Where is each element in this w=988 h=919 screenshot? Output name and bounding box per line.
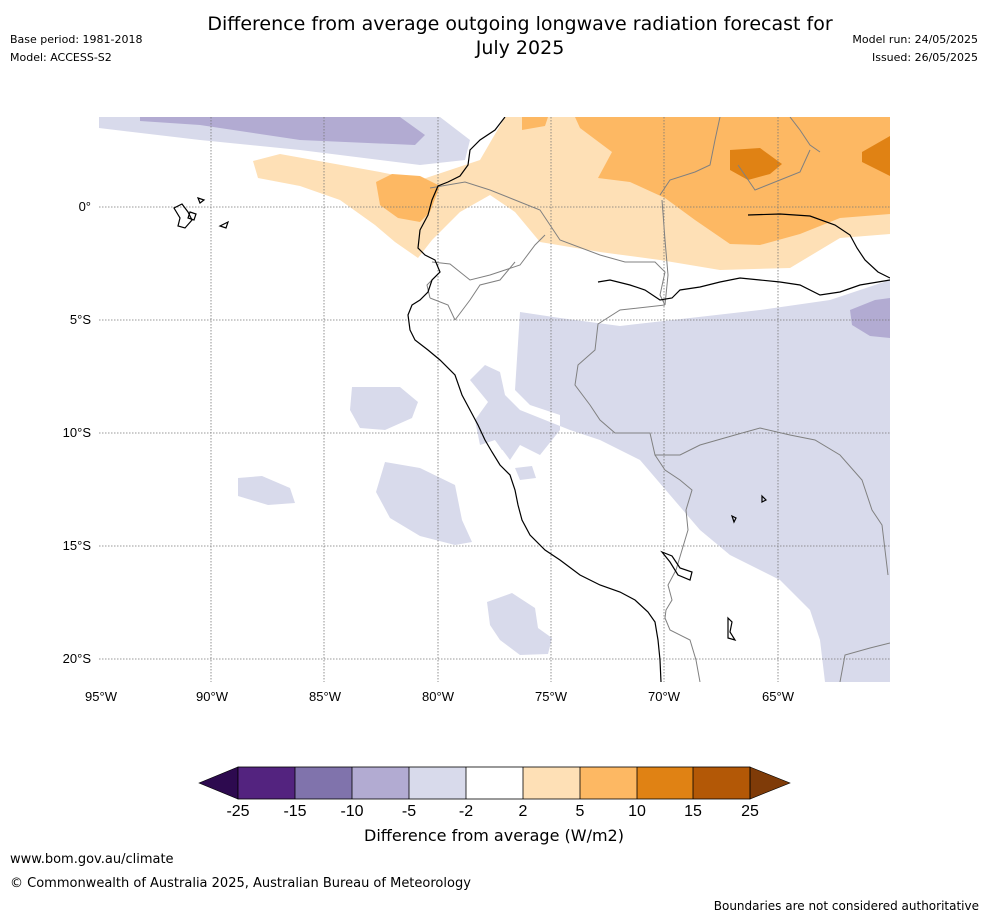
title-line-2: July 2025 [475,37,565,59]
lon-label-70w: 70°W [648,689,681,704]
colorbar-bin-neg2-2 [466,767,523,799]
coastline [173,117,890,682]
footer-disclaimer: Boundaries are not considered authoritat… [713,899,979,913]
colorbar: -25 -15 -10 -5 -2 2 5 10 15 25 [198,766,791,820]
colorbar-bin-2-5 [523,767,580,799]
lat-label-20s: 20°S [63,651,92,666]
model-run: Model run: 24/05/2025 [852,33,978,46]
colorbar-tick-25: 25 [741,803,759,820]
colorbar-bin-neg15-neg10 [295,767,352,799]
map-title: Difference from average outgoing longwav… [150,12,890,60]
lat-label-5s: 5°S [70,312,91,327]
colorbar-tick-neg5: -5 [402,803,416,820]
lon-label-65w: 65°W [762,689,795,704]
lat-label-10s: 10°S [63,425,92,440]
colorbar-tick-10: 10 [628,803,646,820]
colorbar-bin-neg25-neg15 [238,767,295,799]
colorbar-bin-15-25 [693,767,750,799]
gridlines [99,117,890,682]
lon-label-80w: 80°W [422,689,455,704]
colorbar-below-min-arrow [198,766,239,800]
colorbar-tick-15: 15 [684,803,702,820]
model-name: Model: ACCESS-S2 [10,51,112,64]
colorbar-above-max-arrow [749,766,791,800]
lon-label-85w: 85°W [309,689,342,704]
lon-label-90w: 90°W [196,689,229,704]
title-line-1: Difference from average outgoing longwav… [207,13,833,35]
lon-label-75w: 75°W [535,689,568,704]
meta-left: Base period: 1981-2018 Model: ACCESS-S2 [10,31,142,67]
colorbar-bin-10-15 [637,767,693,799]
colorbar-tick-neg2: -2 [459,803,473,820]
map-area [99,117,890,682]
colorbar-tick-neg15: -15 [283,803,306,820]
colorbar-tick-5: 5 [576,803,585,820]
colorbar-tick-2: 2 [519,803,528,820]
lat-label-15s: 15°S [63,538,92,553]
lat-labels: 0° 5°S 10°S 15°S 20°S [63,199,92,666]
lon-label-95w: 95°W [85,689,118,704]
footer-copyright: © Commonwealth of Australia 2025, Austra… [10,876,471,891]
lon-labels: 95°W 90°W 85°W 80°W 75°W 70°W 65°W [85,689,795,704]
colorbar-bin-neg5-neg2 [409,767,466,799]
colorbar-label: Difference from average (W/m2) [364,826,624,845]
country-borders [426,117,890,682]
colorbar-bin-5-10 [580,767,637,799]
shading-pos-mid [376,117,890,245]
lat-label-0: 0° [79,199,91,214]
base-period: Base period: 1981-2018 [10,33,143,46]
meta-right: Model run: 24/05/2025 Issued: 26/05/2025 [852,31,978,67]
colorbar-tick-neg25: -25 [226,803,249,820]
issued-date: Issued: 26/05/2025 [871,51,978,64]
colorbar-tick-neg10: -10 [340,803,363,820]
footer-url[interactable]: www.bom.gov.au/climate [10,852,174,867]
colorbar-bin-neg10-neg5 [352,767,409,799]
